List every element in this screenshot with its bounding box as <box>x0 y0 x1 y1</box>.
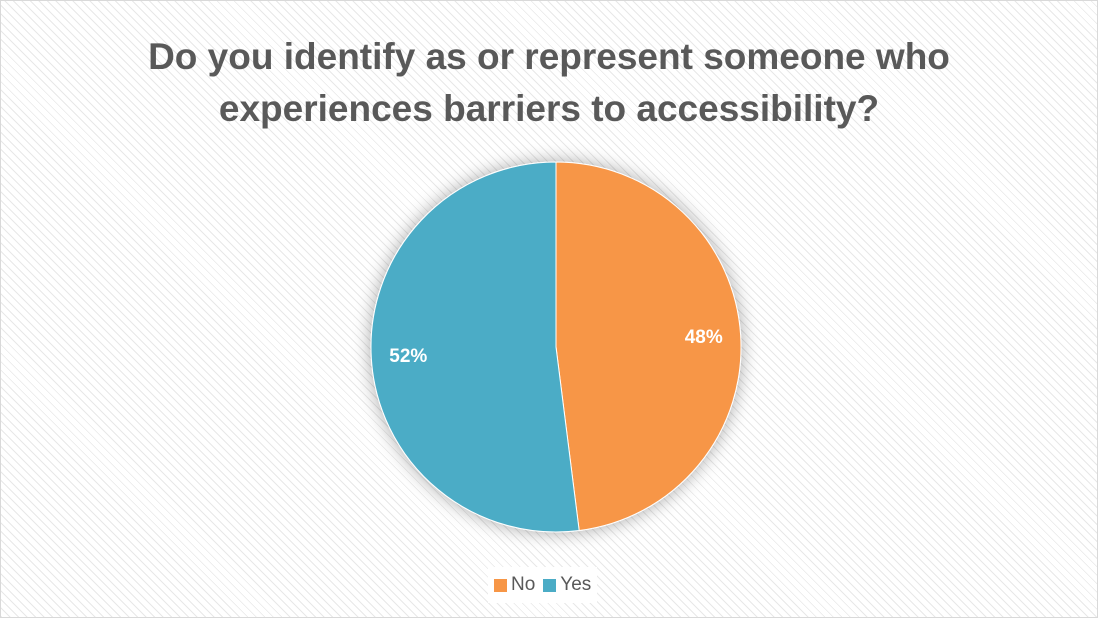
legend-label-yes: Yes <box>560 574 592 595</box>
chart-title: Do you identify as or represent someone … <box>148 36 950 129</box>
legend-swatch-yes <box>543 578 557 592</box>
legend: No Yes <box>488 567 598 603</box>
legend-item-no: No <box>494 574 535 596</box>
legend-label-no: No <box>511 574 536 595</box>
slice-label-yes: 52% <box>389 346 427 367</box>
slice-label-no: 48% <box>685 327 723 348</box>
legend-item-yes: Yes <box>543 574 591 596</box>
pie-slice-yes <box>370 161 580 533</box>
legend-swatch-no <box>494 578 507 592</box>
pie-slice-no <box>555 161 742 532</box>
